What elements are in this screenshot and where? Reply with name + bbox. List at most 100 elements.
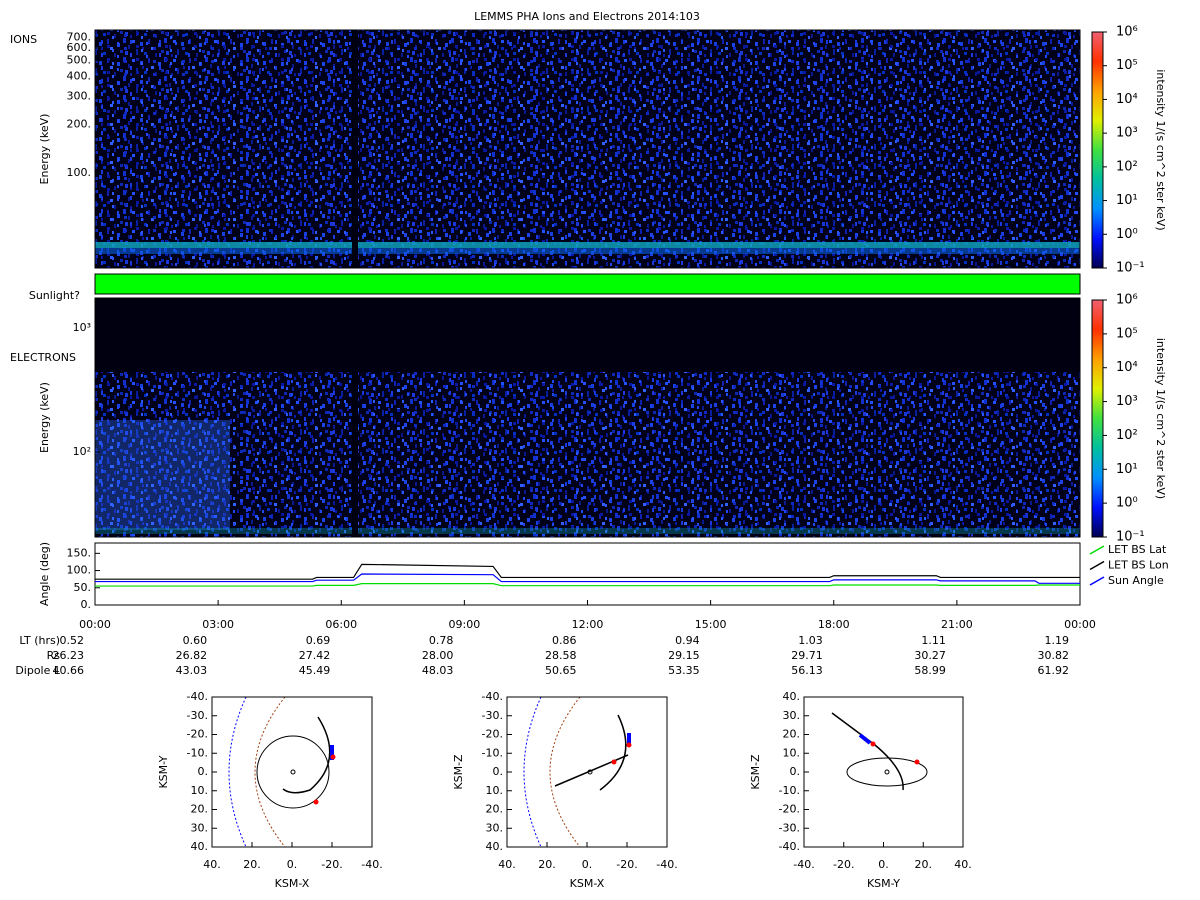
- y-axis-label: KSM-Z: [749, 754, 762, 790]
- plot-frame: [94, 297, 1081, 538]
- colorbar-tick-label: 10²: [1116, 159, 1138, 174]
- y-tick-label: -10.: [187, 746, 208, 759]
- ephemeris-value: 50.65: [545, 664, 577, 677]
- legend-label: LET BS Lon: [1108, 559, 1169, 572]
- x-tick-label: 20.: [915, 858, 933, 871]
- x-tick-label: 40.: [498, 858, 516, 871]
- y-tick-label: 0.: [198, 765, 209, 778]
- y-tick-label: -20.: [779, 803, 800, 816]
- y-tick-label: 0.: [790, 765, 801, 778]
- y-axis-label: Energy (keV): [38, 114, 51, 185]
- ephemeris-value: 28.58: [545, 649, 577, 662]
- y-tick-label: 100.: [67, 166, 92, 179]
- ephemeris-value: 43.03: [176, 664, 208, 677]
- series-line: [95, 573, 1080, 584]
- ephemeris-row-label: LT (hrs): [19, 634, 60, 647]
- colorbar: [1091, 31, 1104, 269]
- colorbar: [1091, 299, 1104, 538]
- y-tick-label: -10.: [482, 746, 503, 759]
- y-tick-label: 20.: [486, 803, 504, 816]
- ephemeris-value: 48.03: [422, 664, 454, 677]
- y-tick-label: 0.: [493, 765, 504, 778]
- y-tick-label: 10³: [73, 321, 91, 334]
- legend-label: LET BS Lat: [1108, 543, 1167, 556]
- orbit-3-drawing: [831, 712, 928, 791]
- colorbar-tick-label: 10²: [1116, 428, 1138, 443]
- y-tick-label: -10.: [779, 784, 800, 797]
- ion-spectrogram: [95, 30, 1080, 268]
- x-tick-label: 00:00: [79, 618, 111, 631]
- y-tick-label: -30.: [187, 709, 208, 722]
- x-tick-label: 0.: [878, 858, 889, 871]
- x-tick-label: 40.: [203, 858, 221, 871]
- ephemeris-value: 30.82: [1038, 649, 1070, 662]
- ephemeris-value: 0.78: [429, 634, 454, 647]
- ephemeris-value: 0.94: [675, 634, 700, 647]
- y-tick-label: 100.: [67, 564, 92, 577]
- ephemeris-value: 0.60: [183, 634, 208, 647]
- colorbar-label: intensity 1/(s cm^2 ster keV): [1154, 338, 1167, 499]
- colorbar-tick-label: 10⁰: [1116, 227, 1138, 242]
- y-tick-label: -40.: [779, 840, 800, 853]
- x-tick-label: -20.: [321, 858, 342, 871]
- x-tick-label: 40.: [954, 858, 972, 871]
- orbit-2-drawing: [523, 696, 632, 848]
- ephemeris-value: 58.99: [914, 664, 946, 677]
- orbit-1-drawing: [228, 696, 336, 848]
- ephemeris-value: 30.27: [914, 649, 946, 662]
- y-tick-label: -20.: [187, 728, 208, 741]
- x-tick-label: 0.: [582, 858, 593, 871]
- ephemeris-row-label: Rs: [47, 649, 61, 662]
- colorbar-tick-label: 10⁴: [1116, 360, 1138, 375]
- y-tick-label: 400.: [67, 69, 92, 82]
- x-tick-label: 06:00: [325, 618, 357, 631]
- x-tick-label: 18:00: [818, 618, 850, 631]
- x-tick-label: 21:00: [941, 618, 973, 631]
- x-tick-label: 20.: [243, 858, 261, 871]
- y-tick-label: 30.: [191, 821, 209, 834]
- colorbar-tick-label: 10⁴: [1116, 92, 1138, 107]
- y-tick-label: 30.: [783, 709, 801, 722]
- x-tick-label: -20.: [616, 858, 637, 871]
- y-axis-label: KSM-Y: [157, 755, 170, 788]
- y-axis-label: KSM-Z: [452, 754, 465, 790]
- ephemeris-value: 1.19: [1045, 634, 1070, 647]
- ephemeris-row-label: Dipole L: [15, 664, 61, 677]
- ephemeris-value: 27.42: [299, 649, 331, 662]
- chart-title: LEMMS PHA Ions and Electrons 2014:103: [474, 10, 700, 23]
- ephemeris-value: 0.52: [60, 634, 85, 647]
- series-line: [95, 583, 1080, 587]
- y-tick-label: 30.: [486, 821, 504, 834]
- y-tick-label: 10²: [73, 445, 91, 458]
- legend-swatch: [1089, 545, 1105, 555]
- plot-frame: [211, 696, 373, 848]
- colorbar-tick-label: 10⁻¹: [1116, 530, 1145, 545]
- x-axis-label: KSM-X: [275, 877, 310, 890]
- legend-swatch: [1089, 560, 1105, 571]
- y-tick-label: 40.: [783, 690, 801, 703]
- plot-frame: [803, 696, 964, 848]
- ephemeris-value: 53.35: [668, 664, 700, 677]
- colorbar-tick-label: 10⁶: [1116, 25, 1138, 40]
- x-axis-label: KSM-X: [570, 877, 605, 890]
- x-tick-label: 20.: [538, 858, 556, 871]
- x-tick-label: -40.: [656, 858, 677, 871]
- x-tick-label: 00:00: [1064, 618, 1096, 631]
- y-tick-label: -20.: [482, 728, 503, 741]
- x-tick-label: -20.: [833, 858, 854, 871]
- ephemeris-value: 61.92: [1038, 664, 1070, 677]
- colorbar-tick-label: 10⁵: [1116, 326, 1138, 341]
- y-tick-label: 40.: [486, 840, 504, 853]
- y-tick-label: 700.: [67, 30, 92, 43]
- ephemeris-value: 26.23: [53, 649, 85, 662]
- plot-frame: [94, 29, 1081, 269]
- y-tick-label: 10.: [191, 784, 209, 797]
- ephemeris-value: 28.00: [422, 649, 454, 662]
- x-tick-label: 12:00: [572, 618, 604, 631]
- legend-swatch: [1089, 576, 1105, 586]
- x-tick-label: 03:00: [202, 618, 234, 631]
- x-tick-label: 0.: [287, 858, 298, 871]
- colorbar-label: intensity 1/(s cm^2 ster keV): [1154, 69, 1167, 230]
- colorbar-tick-label: 10¹: [1116, 462, 1138, 477]
- panel-label: IONS: [10, 33, 37, 46]
